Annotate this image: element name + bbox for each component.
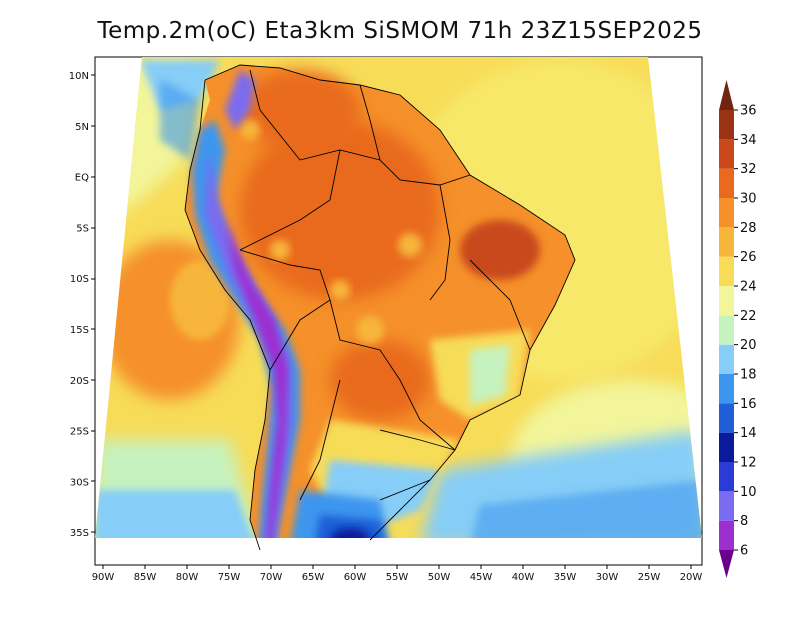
- colorbar-label: 20: [740, 338, 757, 353]
- lon-label-90w: 90W: [92, 572, 115, 583]
- colorbar-label: 34: [740, 133, 757, 148]
- colorbar-label: 14: [740, 426, 757, 441]
- lon-label-35w: 35W: [554, 572, 577, 583]
- colorbar-label: 16: [740, 397, 757, 412]
- lon-label-80w: 80W: [176, 572, 199, 583]
- colorbar-label: 10: [740, 485, 757, 500]
- colorbar-swatch: [719, 550, 734, 578]
- temperature-field: [95, 57, 702, 538]
- lat-label-5n: 5N: [75, 122, 89, 133]
- colorbar-swatch: [719, 198, 734, 228]
- colorbar-swatch: [719, 110, 734, 140]
- lat-label-20s: 20S: [70, 376, 89, 387]
- lat-label-15s: 15S: [70, 325, 89, 336]
- lat-label-10n: 10N: [69, 71, 89, 82]
- colorbar-label: 22: [740, 309, 757, 324]
- map-title: Temp.2m(oC) Eta3km SiSMOM 71h 23Z15SEP20…: [97, 18, 703, 44]
- lon-label-70w: 70W: [260, 572, 283, 583]
- lat-label-eq: EQ: [75, 173, 89, 184]
- lon-label-30w: 30W: [596, 572, 619, 583]
- colorbar-swatch: [719, 256, 734, 286]
- colorbar-label: 30: [740, 192, 757, 207]
- colorbar-label: 28: [740, 221, 757, 236]
- colorbar: 6 8 10 12 14 16 18 20 22 24 26 28 30 32 34 36: [719, 80, 757, 578]
- lon-label-60w: 60W: [344, 572, 367, 583]
- axis-ticks: [91, 74, 692, 569]
- colorbar-label: 36: [740, 104, 757, 119]
- lon-label-65w: 65W: [302, 572, 325, 583]
- colorbar-swatch: [719, 344, 734, 374]
- colorbar-swatch: [719, 168, 734, 198]
- colorbar-label: 26: [740, 250, 757, 265]
- colorbar-swatch: [719, 286, 734, 316]
- lon-label-85w: 85W: [134, 572, 157, 583]
- country-borders: [184, 64, 576, 551]
- lon-label-55w: 55W: [386, 572, 409, 583]
- lat-label-10s: 10S: [70, 274, 89, 285]
- lat-label-35s: 35S: [70, 528, 89, 539]
- latitude-labels: 10N 5N EQ 5S 10S 15S 20S 25S 30S 35S: [69, 71, 89, 539]
- colorbar-swatch: [719, 227, 734, 257]
- lon-label-25w: 25W: [638, 572, 661, 583]
- lon-label-20w: 20W: [680, 572, 703, 583]
- colorbar-label: 12: [740, 456, 757, 471]
- colorbar-swatch: [719, 462, 734, 492]
- colorbar-swatch: [719, 432, 734, 462]
- lon-label-45w: 45W: [470, 572, 493, 583]
- colorbar-label: 32: [740, 162, 757, 177]
- lon-label-75w: 75W: [218, 572, 241, 583]
- lat-label-5s: 5S: [76, 223, 89, 234]
- longitude-labels: 90W 85W 80W 75W 70W 65W 60W 55W 50W 45W 40W 35W 30W 2…: [92, 572, 703, 583]
- colorbar-label: 6: [740, 544, 748, 559]
- colorbar-label: 8: [740, 514, 748, 529]
- colorbar-swatch: [719, 139, 734, 169]
- lat-label-25s: 25S: [70, 427, 89, 438]
- lon-label-50w: 50W: [428, 572, 451, 583]
- colorbar-swatch: [719, 491, 734, 521]
- colorbar-swatch: [719, 520, 734, 550]
- colorbar-swatch: [719, 80, 734, 110]
- lon-label-40w: 40W: [512, 572, 535, 583]
- colorbar-swatch: [719, 403, 734, 433]
- colorbar-swatch: [719, 374, 734, 404]
- colorbar-label: 18: [740, 368, 757, 383]
- colorbar-swatch: [719, 315, 734, 345]
- lat-label-30s: 30S: [70, 477, 89, 488]
- colorbar-label: 24: [740, 280, 757, 295]
